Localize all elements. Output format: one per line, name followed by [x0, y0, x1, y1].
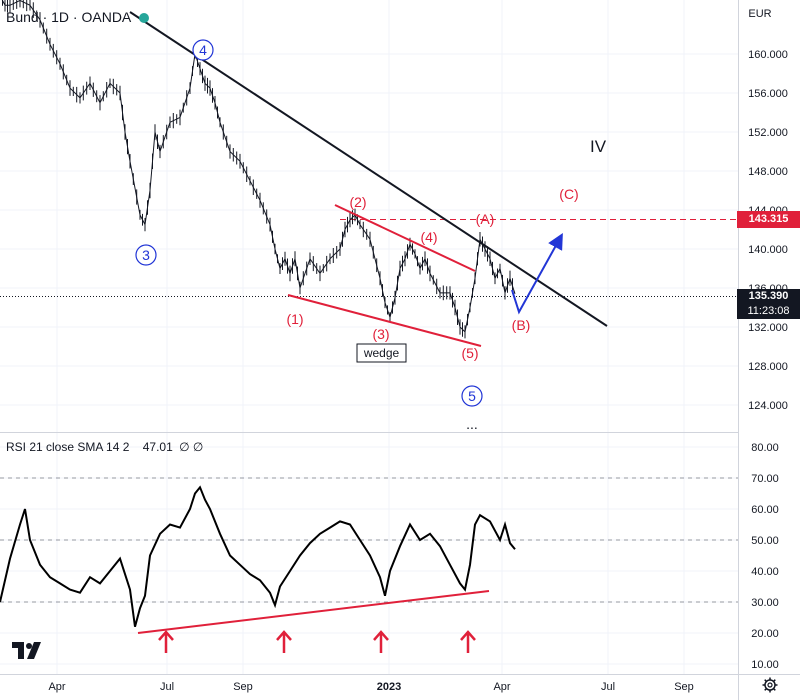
projection-arrow: [511, 233, 563, 315]
wedge-upper-line: [334, 204, 476, 272]
last-price-badge: 135.390 11:23:08: [737, 289, 800, 319]
rsi-tick-label-0: 10.00: [751, 659, 779, 671]
down-trendline: [129, 11, 608, 327]
subwave-5-label: (5): [461, 345, 478, 361]
currency-label[interactable]: EUR: [748, 8, 771, 20]
green-dot-icon: [139, 13, 150, 23]
rsi-tick-label-5: 60.00: [751, 504, 779, 516]
wave-4-label: 4: [192, 39, 214, 61]
rsi-up-arrow-2: [373, 630, 389, 653]
subwave-1-label: (1): [286, 311, 303, 327]
ellipsis-label: ...: [466, 416, 478, 432]
rsi-header[interactable]: RSI 21 close SMA 14 2 47.01 ∅ ∅: [6, 440, 203, 454]
gear-icon[interactable]: [762, 677, 778, 693]
time-tick-label-6: Sep: [674, 681, 694, 693]
rsi-up-arrow-3: [460, 630, 476, 653]
target-price-badge: 143.315: [737, 211, 800, 228]
subwave-a-label: (A): [476, 211, 495, 227]
rsi-up-arrow-1: [276, 630, 292, 653]
rsi-value: 47.01: [142, 440, 173, 454]
rsi-title[interactable]: RSI 21 close SMA 14 2: [6, 440, 130, 454]
price-tick-label-9: 160.000: [748, 49, 788, 61]
rsi-tick-label-3: 40.00: [751, 566, 779, 578]
time-tick-label-2: Sep: [233, 681, 253, 693]
rsi-up-arrows: [158, 630, 476, 653]
wave-5-label: 5: [461, 385, 483, 407]
rsi-tick-label-7: 80.00: [751, 442, 779, 454]
time-tick-label-5: Jul: [601, 681, 615, 693]
wave-3-label: 3: [135, 244, 157, 266]
rsi-tick-label-1: 20.00: [751, 628, 779, 640]
svg-text:wedge: wedge: [363, 346, 400, 360]
svg-text:4: 4: [199, 42, 207, 58]
price-tick-label-7: 152.000: [748, 127, 788, 139]
price-tick-label-4: 140.000: [748, 244, 788, 256]
svg-text:5: 5: [468, 388, 476, 404]
rsi-level-lines: [0, 477, 738, 603]
countdown-value: 11:23:08: [747, 305, 790, 317]
subwave-3-label: (3): [372, 326, 389, 342]
subwave-c-label: (C): [559, 186, 578, 202]
price-tick-label-6: 148.000: [748, 166, 788, 178]
subwave-4-label: (4): [420, 229, 437, 245]
price-series-line: [1, 0, 516, 333]
time-tick-label-3: 2023: [377, 681, 401, 693]
rsi-tick-label-2: 30.00: [751, 597, 779, 609]
grid-lines: [0, 0, 738, 674]
time-tick-label-1: Jul: [160, 681, 174, 693]
rsi-up-arrow-0: [158, 630, 174, 653]
time-tick-label-4: Apr: [493, 681, 510, 693]
tradingview-logo-icon[interactable]: [12, 642, 42, 660]
price-axis[interactable]: 124.000128.000132.000136.000140.000144.0…: [748, 49, 788, 412]
wave-iv-label: IV: [590, 137, 607, 156]
rsi-tick-label-4: 50.00: [751, 535, 779, 547]
rsi-support-line: [137, 590, 490, 634]
subwave-2-label: (2): [349, 194, 366, 210]
symbol-title[interactable]: Bund · 1D · OANDA: [6, 9, 132, 25]
wedge-lower-line: [287, 294, 482, 347]
price-tick-label-1: 128.000: [748, 361, 788, 373]
subwave-b-label: (B): [512, 317, 531, 333]
price-tick-label-0: 124.000: [748, 400, 788, 412]
symbol-header[interactable]: Bund · 1D · OANDA: [6, 9, 150, 25]
rsi-extra: ∅ ∅: [179, 440, 204, 454]
svg-text:3: 3: [142, 247, 150, 263]
last-price-value: 135.390: [748, 290, 789, 302]
time-tick-label-0: Apr: [48, 681, 65, 693]
rsi-tick-label-6: 70.00: [751, 473, 779, 485]
rsi-series-line: [0, 485, 516, 628]
time-axis[interactable]: Apr Jul Sep 2023 Apr Jul Sep: [48, 681, 693, 693]
rsi-axis[interactable]: 10.00 20.00 30.00 40.00 50.00 60.00 70.00 80.00: [751, 442, 779, 671]
price-tick-label-2: 132.000: [748, 322, 788, 334]
price-tick-label-8: 156.000: [748, 88, 788, 100]
wedge-label: wedge: [356, 343, 407, 363]
